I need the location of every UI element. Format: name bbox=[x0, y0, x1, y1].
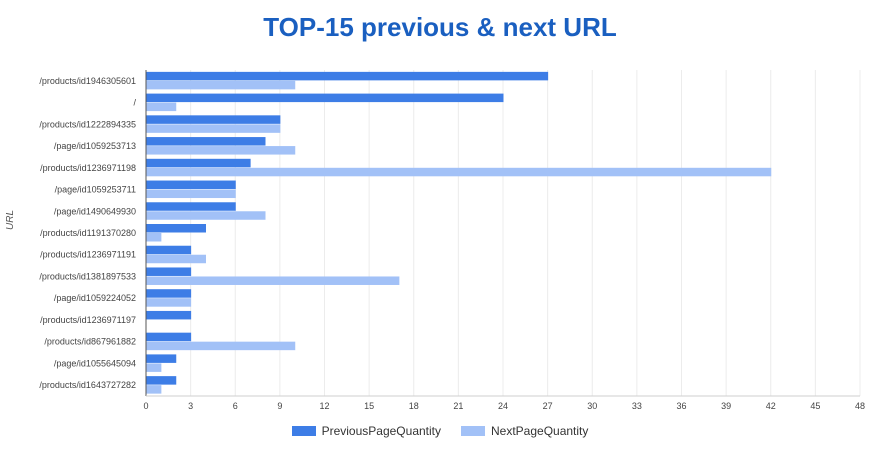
x-tick-label: 30 bbox=[587, 401, 597, 411]
bar-next bbox=[146, 385, 162, 394]
y-tick-label: /products/id1643727282 bbox=[39, 380, 136, 390]
bar-next bbox=[146, 80, 296, 90]
y-tick-label: /products/id1236971197 bbox=[40, 315, 136, 325]
bar-next bbox=[146, 298, 192, 307]
x-tick-label: 15 bbox=[364, 401, 374, 411]
bar-previous bbox=[146, 310, 192, 320]
bar-previous bbox=[146, 289, 192, 298]
y-tick-label: /products/id1236971198 bbox=[40, 163, 136, 173]
y-tick-label: /products/id1222894335 bbox=[39, 119, 136, 129]
bar-next bbox=[146, 341, 296, 351]
bar-previous bbox=[146, 180, 236, 190]
bar-previous bbox=[146, 158, 251, 168]
y-tick-label: /products/id1236971191 bbox=[40, 250, 136, 260]
bar-previous bbox=[146, 115, 281, 124]
bar-next bbox=[146, 233, 162, 242]
y-tick-label: /products/id1946305601 bbox=[39, 76, 136, 86]
x-tick-label: 18 bbox=[409, 401, 419, 411]
x-tick-label: 12 bbox=[319, 401, 329, 411]
y-tick-label: /products/id1381897533 bbox=[39, 271, 136, 281]
y-tick-label: /products/id1191370280 bbox=[40, 228, 136, 238]
legend-swatch-previous bbox=[291, 426, 316, 436]
legend-item-next[interactable]: NextPageQuantity bbox=[461, 424, 588, 438]
bar-next bbox=[146, 254, 206, 264]
legend-swatch-next bbox=[461, 426, 485, 436]
bar-previous bbox=[146, 224, 206, 233]
y-tick-label: /page/id1059253713 bbox=[54, 141, 136, 151]
bar-previous bbox=[146, 202, 236, 211]
x-tick-label: 21 bbox=[453, 401, 463, 411]
y-tick-label: /page/id1059253711 bbox=[55, 185, 136, 195]
bar-previous bbox=[146, 332, 192, 342]
bar-previous bbox=[146, 267, 192, 276]
bar-next bbox=[146, 146, 296, 155]
bar-next bbox=[146, 167, 772, 177]
x-tick-label: 24 bbox=[498, 401, 508, 411]
y-tick-label: /page/id1055645094 bbox=[54, 358, 136, 368]
bar-previous bbox=[146, 245, 192, 255]
chart-title: TOP-15 previous & next URL bbox=[263, 12, 617, 42]
legend: PreviousPageQuantity NextPageQuantity bbox=[0, 424, 880, 438]
bar-previous bbox=[146, 376, 177, 385]
x-tick-label: 33 bbox=[632, 401, 642, 411]
bar-next bbox=[146, 189, 236, 199]
legend-label-previous: PreviousPageQuantity bbox=[321, 424, 441, 438]
y-tick-label: /products/id867961882 bbox=[44, 337, 136, 347]
x-tick-label: 27 bbox=[543, 401, 553, 411]
legend-item-previous[interactable]: PreviousPageQuantity bbox=[291, 424, 441, 438]
bar-previous bbox=[146, 71, 549, 81]
bar-previous bbox=[146, 354, 177, 363]
bar-previous bbox=[146, 137, 266, 146]
x-tick-label: 0 bbox=[143, 401, 148, 411]
x-tick-label: 9 bbox=[277, 401, 282, 411]
x-tick-label: 6 bbox=[233, 401, 238, 411]
bar-next bbox=[146, 363, 162, 372]
bar-previous bbox=[146, 93, 504, 103]
x-tick-label: 48 bbox=[855, 401, 865, 411]
bar-next bbox=[146, 276, 400, 285]
y-tick-label: / bbox=[133, 98, 136, 108]
x-tick-label: 39 bbox=[721, 401, 731, 411]
x-tick-label: 36 bbox=[676, 401, 686, 411]
legend-label-next: NextPageQuantity bbox=[491, 424, 589, 438]
bar-next bbox=[146, 102, 177, 112]
y-tick-label: /page/id1059224052 bbox=[54, 293, 136, 303]
bar-next bbox=[146, 124, 281, 133]
y-tick-label: /page/id1490649930 bbox=[54, 206, 136, 216]
x-tick-label: 3 bbox=[188, 401, 193, 411]
x-tick-label: 42 bbox=[766, 401, 776, 411]
x-tick-label: 45 bbox=[810, 401, 820, 411]
bar-next bbox=[146, 211, 266, 220]
